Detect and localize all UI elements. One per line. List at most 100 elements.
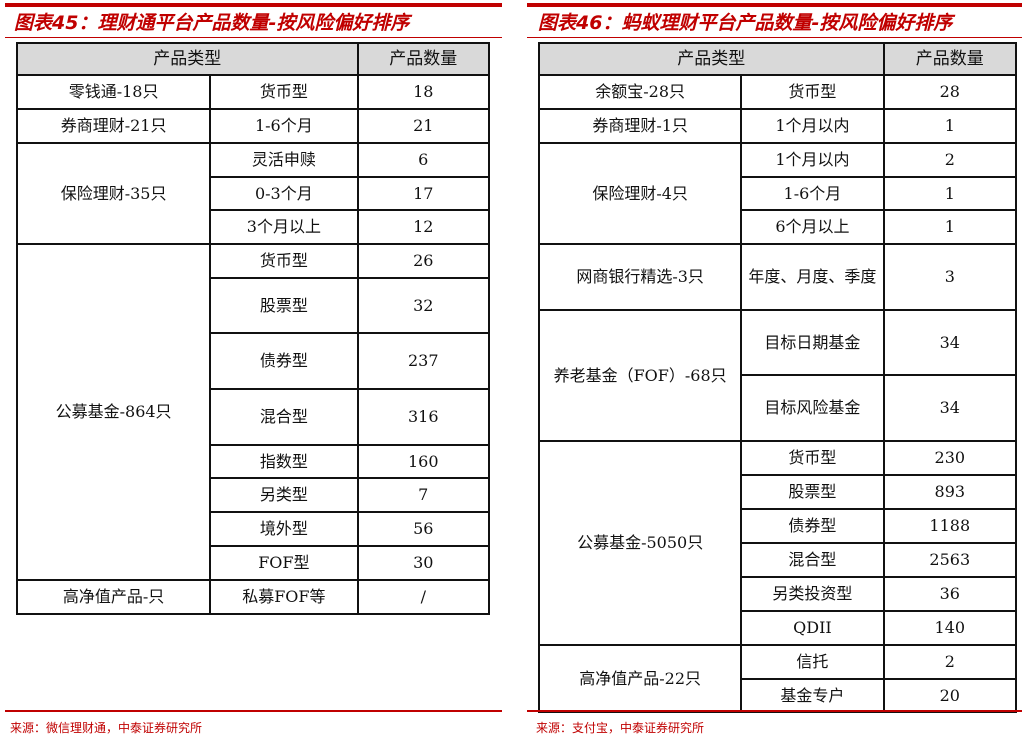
subtype-cell: 1个月以内 bbox=[740, 142, 885, 178]
subtype-cell: 货币型 bbox=[740, 440, 885, 476]
count-cell: 12 bbox=[356, 209, 491, 245]
subtype-cell: 股票型 bbox=[209, 277, 359, 334]
table-row: 混合型 2563 bbox=[539, 542, 1018, 578]
count-cell: 140 bbox=[882, 610, 1018, 646]
header-product-type: 产品类型 bbox=[538, 42, 885, 76]
subtype-cell: 1-6个月 bbox=[740, 176, 885, 211]
table-row: 目标风险基金 34 bbox=[539, 374, 1018, 442]
count-cell: 56 bbox=[356, 511, 491, 547]
category-cell: 零钱通-18只 bbox=[15, 74, 212, 110]
left-table: 产品类型 产品数量 零钱通-18只 货币型 18 券商理财-21只 1-6个月 21 保险理财-… bbox=[15, 42, 491, 615]
subtype-cell: 6个月以上 bbox=[740, 209, 885, 245]
source-rule bbox=[5, 710, 502, 712]
table-row: 保险理财-4只 1个月以内 2 bbox=[537, 142, 1018, 245]
subtype-cell: 基金专户 bbox=[740, 678, 885, 713]
count-cell: / bbox=[356, 579, 491, 615]
table-row: 境外型 56 bbox=[17, 511, 491, 547]
category-cell: 网商银行精选-3只 bbox=[537, 243, 743, 311]
table-row: 混合型 316 bbox=[17, 388, 491, 446]
count-cell: 36 bbox=[882, 576, 1018, 612]
subtype-cell: 货币型 bbox=[740, 74, 885, 110]
subtype-cell: 目标风险基金 bbox=[740, 374, 885, 442]
count-cell: 34 bbox=[882, 309, 1018, 376]
subtype-cell: 债券型 bbox=[740, 508, 885, 544]
count-cell: 230 bbox=[882, 440, 1018, 476]
table-row: 0-3个月 17 bbox=[17, 176, 491, 211]
title-underline bbox=[5, 37, 502, 38]
subtype-cell: 3个月以上 bbox=[209, 209, 359, 245]
count-cell: 2563 bbox=[882, 542, 1018, 578]
header-product-type: 产品类型 bbox=[16, 42, 359, 76]
count-cell: 21 bbox=[356, 108, 491, 144]
count-cell: 1 bbox=[882, 176, 1018, 211]
subtype-cell: 境外型 bbox=[209, 511, 359, 547]
subtype-cell: 私募FOF等 bbox=[209, 579, 359, 615]
category-cell: 券商理财-21只 bbox=[15, 108, 212, 144]
table-row: 股票型 893 bbox=[539, 474, 1018, 510]
subtype-cell: 指数型 bbox=[209, 444, 359, 479]
subtype-cell: FOF型 bbox=[209, 545, 359, 581]
count-cell: 1188 bbox=[882, 508, 1018, 544]
subtype-cell: 混合型 bbox=[740, 542, 885, 578]
table-row: 股票型 32 bbox=[17, 277, 491, 334]
left-source: 来源：微信理财通，中泰证券研究所 bbox=[10, 721, 203, 735]
subtype-cell: QDII bbox=[740, 610, 885, 646]
subtype-cell: 目标日期基金 bbox=[740, 309, 885, 376]
count-cell: 30 bbox=[356, 545, 491, 581]
category-cell: 保险理财-35只 bbox=[15, 142, 212, 245]
right-table: 产品类型 产品数量 余额宝-28只 货币型 28 券商理财-1只 1个月以内 1 保险理财-4只… bbox=[537, 42, 1018, 713]
count-cell: 1 bbox=[882, 108, 1018, 144]
table-row: 券商理财-1只 1个月以内 1 bbox=[537, 108, 1018, 144]
table-row: 公募基金-864只 货币型 26 bbox=[15, 243, 491, 581]
count-cell: 1 bbox=[882, 209, 1018, 245]
title-rule bbox=[527, 3, 1022, 7]
count-cell: 34 bbox=[882, 374, 1018, 442]
table-row: 另类投资型 36 bbox=[539, 576, 1018, 612]
count-cell: 3 bbox=[882, 243, 1018, 311]
count-cell: 237 bbox=[356, 332, 491, 390]
table-row: 养老基金（FOF）-68只 目标日期基金 34 bbox=[537, 309, 1018, 442]
category-cell: 余额宝-28只 bbox=[537, 74, 743, 110]
table-row: 网商银行精选-3只 年度、月度、季度 3 bbox=[537, 243, 1018, 311]
table-row: QDII 140 bbox=[539, 610, 1018, 646]
subtype-cell: 0-3个月 bbox=[209, 176, 359, 211]
subtype-cell: 另类投资型 bbox=[740, 576, 885, 612]
count-cell: 18 bbox=[356, 74, 491, 110]
header-product-count: 产品数量 bbox=[882, 42, 1018, 76]
category-cell: 高净值产品-22只 bbox=[537, 644, 743, 713]
header-product-count: 产品数量 bbox=[356, 42, 491, 76]
subtype-cell: 灵活申赎 bbox=[209, 142, 359, 178]
category-cell: 高净值产品-只 bbox=[15, 579, 212, 615]
table-row: 1-6个月 1 bbox=[539, 176, 1018, 211]
table-row: 零钱通-18只 货币型 18 bbox=[15, 74, 491, 110]
subtype-cell: 另类型 bbox=[209, 477, 359, 513]
subtype-cell: 年度、月度、季度 bbox=[740, 243, 885, 311]
category-cell: 券商理财-1只 bbox=[537, 108, 743, 144]
source-rule bbox=[527, 710, 1022, 712]
count-cell: 32 bbox=[356, 277, 491, 334]
table-row: 余额宝-28只 货币型 28 bbox=[537, 74, 1018, 110]
table-row: 3个月以上 12 bbox=[17, 209, 491, 245]
title-underline bbox=[527, 37, 1022, 38]
table-row: FOF型 30 bbox=[17, 545, 491, 581]
count-cell: 893 bbox=[882, 474, 1018, 510]
subtype-cell: 1个月以内 bbox=[740, 108, 885, 144]
right-source: 来源：支付宝，中泰证券研究所 bbox=[536, 721, 705, 735]
left-title: 图表45：理财通平台产品数量-按风险偏好排序 bbox=[14, 12, 410, 34]
count-cell: 28 bbox=[882, 74, 1018, 110]
table-row: 债券型 1188 bbox=[539, 508, 1018, 544]
right-title: 图表46：蚂蚁理财平台产品数量-按风险偏好排序 bbox=[538, 12, 953, 34]
title-rule bbox=[5, 3, 502, 7]
table-row: 债券型 237 bbox=[17, 332, 491, 390]
table-row: 高净值产品-22只 信托 2 bbox=[537, 644, 1018, 713]
table-row: 保险理财-35只 灵活申赎 6 bbox=[15, 142, 491, 245]
table-row: 6个月以上 1 bbox=[539, 209, 1018, 245]
table-row: 高净值产品-只 私募FOF等 / bbox=[15, 579, 491, 615]
subtype-cell: 混合型 bbox=[209, 388, 359, 446]
subtype-cell: 货币型 bbox=[209, 243, 359, 279]
table-row: 基金专户 20 bbox=[539, 678, 1018, 713]
count-cell: 20 bbox=[882, 678, 1018, 713]
subtype-cell: 信托 bbox=[740, 644, 885, 680]
subtype-cell: 股票型 bbox=[740, 474, 885, 510]
count-cell: 6 bbox=[356, 142, 491, 178]
